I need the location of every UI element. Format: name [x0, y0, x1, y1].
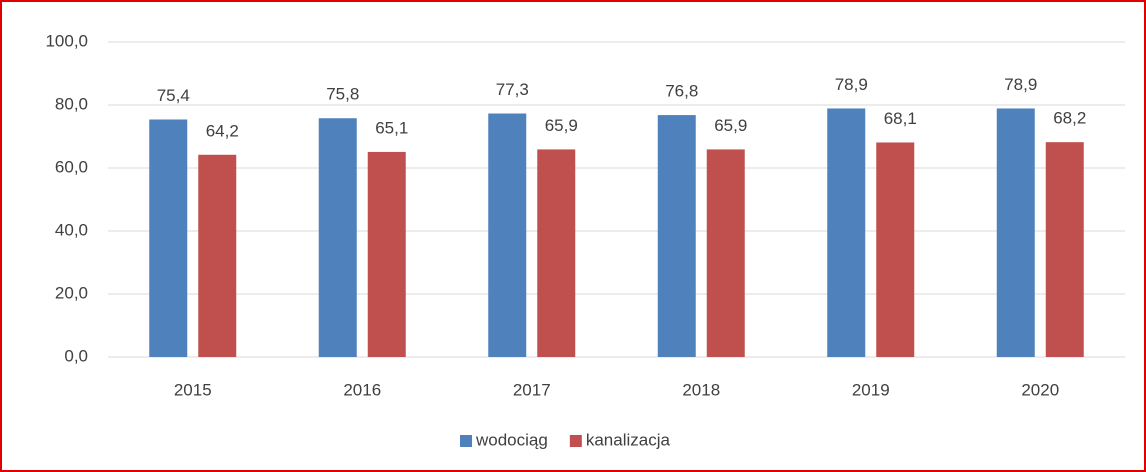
- x-tick-label: 2017: [513, 380, 551, 399]
- value-label: 75,4: [157, 86, 190, 105]
- value-label: 64,2: [206, 121, 239, 140]
- value-label: 68,2: [1053, 109, 1086, 128]
- legend-label: kanalizacja: [586, 430, 671, 449]
- bar: [318, 118, 357, 357]
- y-tick-label: 0,0: [64, 346, 88, 365]
- y-tick-label: 100,0: [45, 31, 88, 50]
- bar: [488, 113, 527, 357]
- value-label: 78,9: [835, 75, 868, 94]
- bar: [1045, 142, 1084, 357]
- bar: [706, 149, 745, 357]
- value-label: 77,3: [496, 80, 529, 99]
- x-tick-label: 2020: [1021, 380, 1059, 399]
- bar: [996, 108, 1035, 357]
- bar: [827, 108, 866, 357]
- x-tick-label: 2018: [682, 380, 720, 399]
- bar: [537, 149, 576, 357]
- value-label: 65,9: [714, 116, 747, 135]
- x-tick-label: 2019: [852, 380, 890, 399]
- value-label: 75,8: [326, 85, 359, 104]
- y-tick-label: 40,0: [55, 220, 88, 239]
- bar: [198, 154, 237, 357]
- x-tick-label: 2015: [174, 380, 212, 399]
- legend-label: wodociąg: [475, 430, 548, 449]
- value-label: 78,9: [1004, 75, 1037, 94]
- bar: [149, 119, 188, 358]
- value-label: 65,1: [375, 118, 408, 137]
- value-label: 76,8: [665, 82, 698, 101]
- legend-swatch: [569, 435, 582, 447]
- x-tick-label: 2016: [343, 380, 381, 399]
- y-tick-label: 60,0: [55, 157, 88, 176]
- value-label: 65,9: [545, 116, 578, 135]
- legend-swatch: [460, 435, 472, 447]
- y-tick-label: 20,0: [55, 283, 88, 302]
- y-tick-label: 80,0: [55, 94, 88, 113]
- bar: [876, 142, 915, 357]
- bar: [657, 115, 696, 357]
- bar: [367, 151, 406, 357]
- value-label: 68,1: [884, 109, 917, 128]
